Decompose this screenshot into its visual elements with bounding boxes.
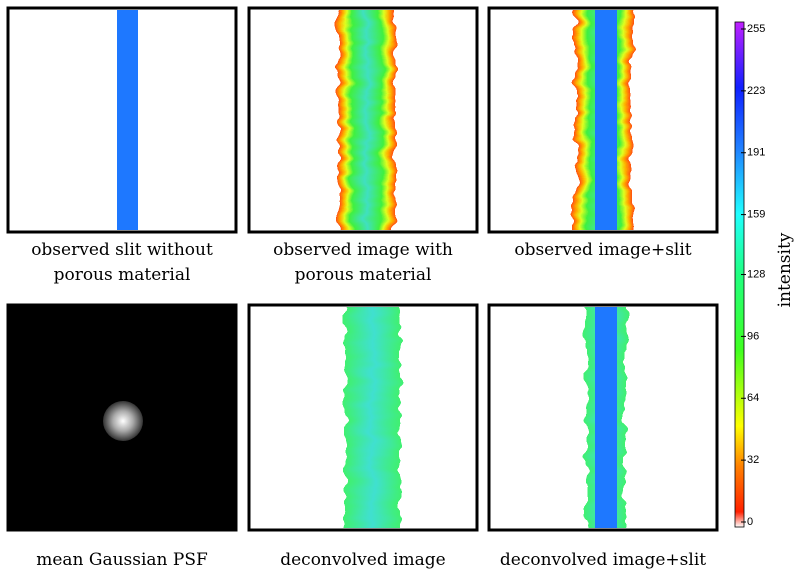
colorbar-label: intensity — [775, 232, 795, 307]
tick-label: 255 — [747, 23, 765, 35]
tick-label: 191 — [747, 147, 765, 159]
tick-label: 96 — [747, 330, 759, 342]
panel-5 — [249, 297, 477, 537]
tick-label: 159 — [747, 209, 765, 221]
tick-label: 0 — [747, 516, 753, 528]
caption: porous material — [295, 265, 432, 285]
figure: intensity observed slit without porous ma… — [0, 0, 798, 577]
panel-3 — [489, 0, 717, 240]
panel-6 — [489, 297, 717, 537]
tick-label: 32 — [747, 454, 759, 466]
caption: porous material — [54, 265, 191, 285]
tick-label: 64 — [747, 392, 759, 404]
tick-label: 223 — [747, 85, 765, 97]
tick-label: 128 — [747, 268, 765, 280]
caption: mean Gaussian PSF — [36, 550, 208, 570]
panel-2 — [249, 0, 477, 240]
caption: observed slit without — [31, 240, 213, 260]
caption: observed image with — [273, 240, 453, 260]
panel-1 — [8, 8, 236, 232]
caption: deconvolved image — [280, 550, 446, 570]
caption: deconvolved image+slit — [500, 550, 706, 570]
panel-4 — [8, 305, 236, 530]
caption: observed image+slit — [514, 240, 691, 260]
